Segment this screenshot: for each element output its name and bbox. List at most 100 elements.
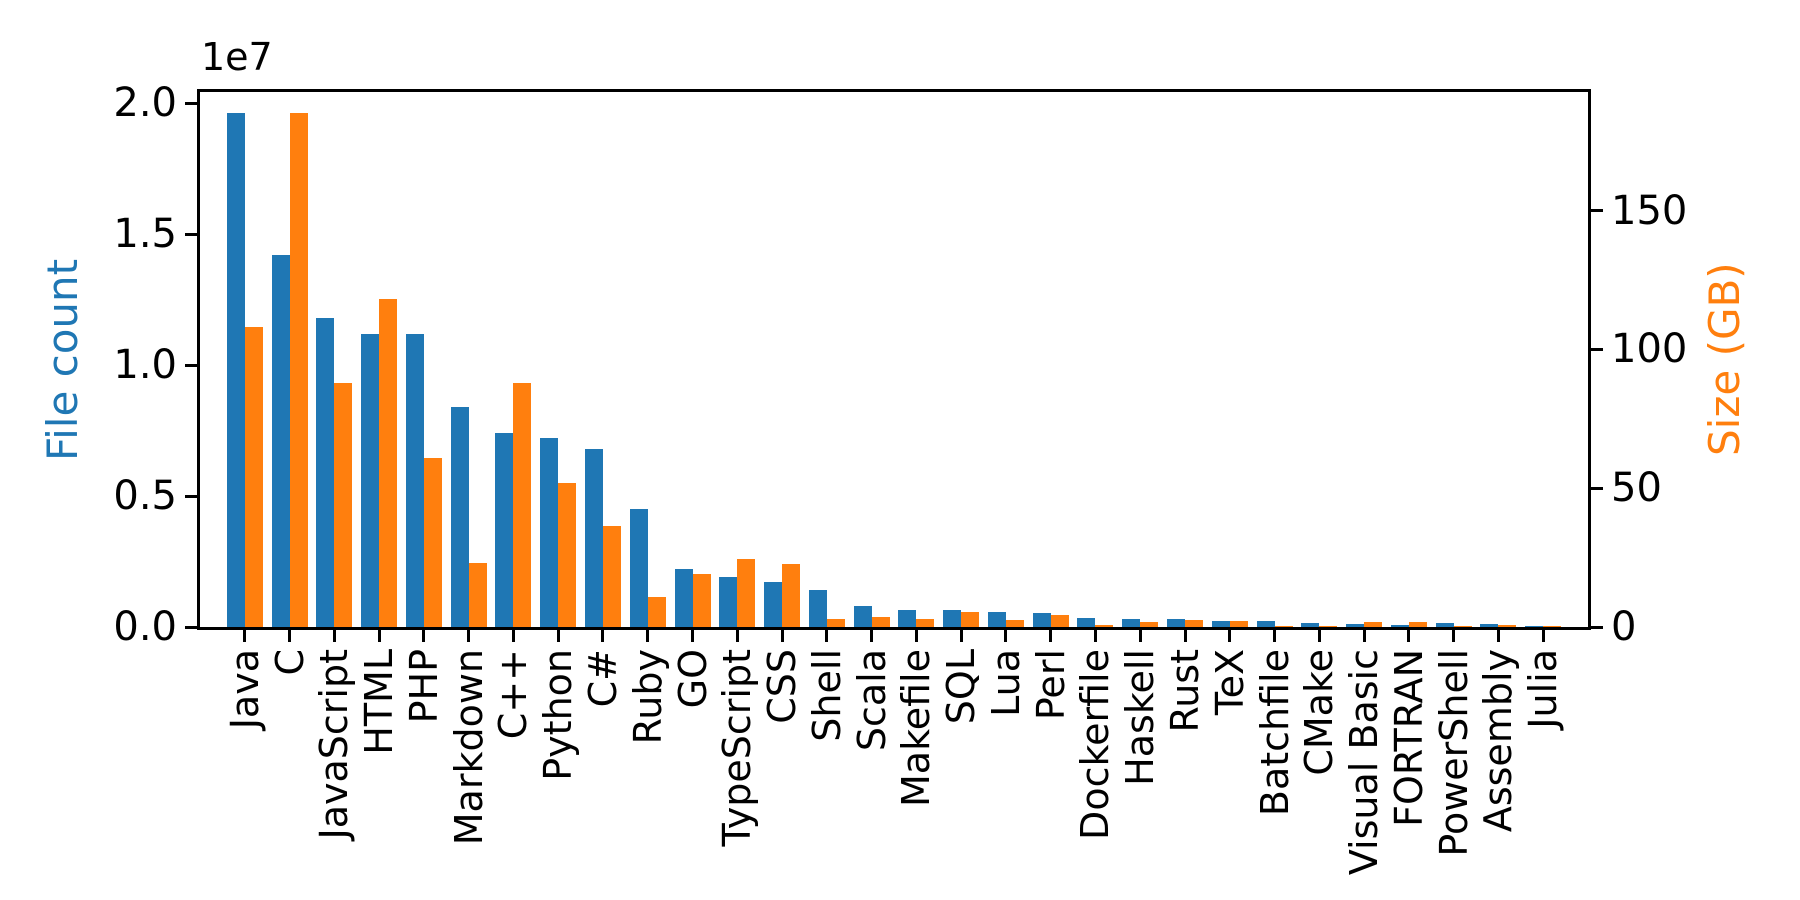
x-tick-perl bbox=[1049, 630, 1053, 642]
x-tick-haskell bbox=[1138, 630, 1142, 642]
x-tick-c bbox=[511, 630, 515, 642]
bar-cmake-size-gb bbox=[1319, 625, 1338, 627]
bar-python-size-gb bbox=[558, 482, 577, 627]
x-tick-label-lua: Lua bbox=[983, 649, 1028, 717]
x-tick-label-python: Python bbox=[536, 649, 581, 781]
x-tick-label-tex: TeX bbox=[1207, 649, 1252, 716]
x-tick-label-c: C# bbox=[580, 649, 625, 708]
bar-powershell-file-count bbox=[1435, 623, 1454, 627]
x-tick-sql bbox=[959, 630, 963, 642]
left-y-tick-0.0 bbox=[185, 625, 197, 629]
bar-c-size-gb bbox=[602, 525, 621, 627]
bar-java-file-count bbox=[226, 113, 245, 627]
x-tick-label-dockerfile: Dockerfile bbox=[1073, 649, 1118, 840]
bar-makefile-size-gb bbox=[916, 618, 935, 627]
x-tick-label-sql: SQL bbox=[939, 649, 984, 725]
bar-go-size-gb bbox=[692, 573, 711, 627]
bar-java-size-gb bbox=[244, 327, 263, 627]
bar-typescript-size-gb bbox=[737, 559, 756, 627]
bar-assembly-size-gb bbox=[1498, 624, 1517, 627]
x-tick-ruby bbox=[646, 630, 650, 642]
bar-lua-size-gb bbox=[1005, 620, 1024, 627]
left-y-tick-1.0 bbox=[185, 363, 197, 367]
x-tick-html bbox=[377, 630, 381, 642]
bar-dockerfile-file-count bbox=[1077, 617, 1096, 627]
bar-perl-file-count bbox=[1032, 613, 1051, 627]
x-tick-powershell bbox=[1452, 630, 1456, 642]
right-y-tick-label-150: 150 bbox=[1611, 187, 1688, 234]
bar-makefile-file-count bbox=[898, 609, 917, 627]
left-y-tick-label-0.5: 0.5 bbox=[113, 473, 177, 519]
bar-batchfile-file-count bbox=[1256, 620, 1275, 627]
bar-markdown-size-gb bbox=[468, 563, 487, 627]
bar-tex-size-gb bbox=[1229, 621, 1248, 627]
bar-sql-size-gb bbox=[961, 612, 980, 627]
x-tick-label-go: GO bbox=[670, 649, 715, 709]
x-tick-label-perl: Perl bbox=[1028, 649, 1073, 721]
x-tick-scala bbox=[870, 630, 874, 642]
axis-offset-text: 1e7 bbox=[201, 35, 273, 79]
bar-c-file-count bbox=[271, 254, 290, 627]
x-tick-label-java: Java bbox=[222, 649, 267, 730]
x-tick-label-haskell: Haskell bbox=[1118, 649, 1163, 786]
x-tick-typescript bbox=[735, 630, 739, 642]
x-tick-visual-basic bbox=[1362, 630, 1366, 642]
x-tick-label-powershell: PowerShell bbox=[1431, 649, 1476, 857]
bar-ruby-size-gb bbox=[647, 597, 666, 627]
x-tick-java bbox=[243, 630, 247, 642]
x-tick-label-visual-basic: Visual Basic bbox=[1342, 649, 1387, 876]
x-tick-c bbox=[288, 630, 292, 642]
right-y-tick-150 bbox=[1591, 209, 1603, 213]
x-tick-label-ruby: Ruby bbox=[625, 649, 670, 745]
x-tick-php bbox=[422, 630, 426, 642]
bar-c-file-count bbox=[584, 448, 603, 627]
x-tick-label-css: CSS bbox=[760, 649, 805, 724]
bar-lua-file-count bbox=[987, 611, 1006, 627]
x-tick-label-julia: Julia bbox=[1521, 649, 1566, 729]
bar-markdown-file-count bbox=[450, 406, 469, 627]
bar-cmake-file-count bbox=[1301, 623, 1320, 627]
x-tick-julia bbox=[1541, 630, 1545, 642]
bar-php-size-gb bbox=[423, 457, 442, 627]
left-y-tick-2.0 bbox=[185, 101, 197, 105]
x-tick-label-html: HTML bbox=[357, 649, 402, 755]
x-tick-c bbox=[601, 630, 605, 642]
bar-dockerfile-size-gb bbox=[1095, 625, 1114, 627]
x-tick-label-javascript: JavaScript bbox=[312, 649, 357, 840]
bar-php-file-count bbox=[405, 333, 424, 627]
left-y-tick-label-1.5: 1.5 bbox=[113, 211, 177, 257]
right-y-tick-label-50: 50 bbox=[1611, 465, 1662, 512]
x-tick-label-rust: Rust bbox=[1163, 649, 1208, 733]
x-tick-dockerfile bbox=[1093, 630, 1097, 642]
right-y-tick-label-100: 100 bbox=[1611, 326, 1688, 373]
bar-python-file-count bbox=[540, 438, 559, 627]
x-tick-label-c: C bbox=[267, 649, 312, 676]
bar-sql-file-count bbox=[943, 609, 962, 627]
right-y-tick-50 bbox=[1591, 486, 1603, 490]
x-tick-lua bbox=[1004, 630, 1008, 642]
x-tick-rust bbox=[1183, 630, 1187, 642]
bar-batchfile-size-gb bbox=[1274, 626, 1293, 627]
x-tick-tex bbox=[1228, 630, 1232, 642]
left-y-tick-label-0.0: 0.0 bbox=[113, 604, 177, 650]
x-tick-python bbox=[556, 630, 560, 642]
bar-fortran-file-count bbox=[1390, 624, 1409, 627]
bar-rust-file-count bbox=[1167, 618, 1186, 627]
x-tick-label-batchfile: Batchfile bbox=[1252, 649, 1297, 817]
bar-ruby-file-count bbox=[629, 509, 648, 627]
bar-c-size-gb bbox=[513, 382, 532, 627]
bar-julia-size-gb bbox=[1543, 626, 1562, 627]
bar-powershell-size-gb bbox=[1453, 626, 1472, 627]
bar-julia-file-count bbox=[1525, 625, 1544, 627]
bar-css-file-count bbox=[764, 582, 783, 627]
bar-tex-file-count bbox=[1211, 620, 1230, 627]
bar-visual-basic-size-gb bbox=[1364, 622, 1383, 627]
bar-javascript-size-gb bbox=[334, 382, 353, 627]
x-tick-assembly bbox=[1496, 630, 1500, 642]
bar-haskell-file-count bbox=[1122, 618, 1141, 627]
bar-css-size-gb bbox=[782, 563, 801, 627]
right-y-tick-0 bbox=[1591, 625, 1603, 629]
bar-haskell-size-gb bbox=[1140, 622, 1159, 627]
bar-go-file-count bbox=[674, 569, 693, 627]
